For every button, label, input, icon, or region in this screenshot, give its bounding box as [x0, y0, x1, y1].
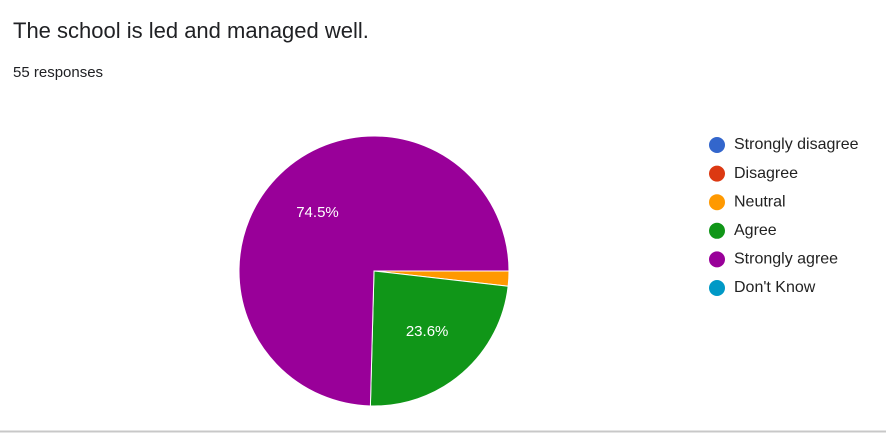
- legend-label: Strongly agree: [734, 251, 838, 268]
- legend-label: Disagree: [734, 165, 798, 182]
- legend-label: Agree: [734, 222, 777, 239]
- pie-slice: [238, 135, 510, 407]
- legend-swatch: [709, 137, 725, 153]
- legend-label: Neutral: [734, 193, 786, 210]
- legend-label: Don't Know: [734, 279, 816, 296]
- legend-swatch: [709, 165, 725, 182]
- legend-swatch: [709, 251, 725, 268]
- legend-swatch: [709, 280, 725, 296]
- legend-swatch: [709, 194, 725, 211]
- legend-swatch: [709, 222, 725, 239]
- data-label: 74.5%: [296, 204, 339, 221]
- pie-slice: [369, 270, 509, 407]
- chart-subtitle: 55 responses: [13, 64, 103, 81]
- legend-label: Strongly disagree: [734, 136, 859, 153]
- data-label: 23.6%: [406, 323, 449, 340]
- chart-title: The school is led and managed well.: [13, 18, 369, 43]
